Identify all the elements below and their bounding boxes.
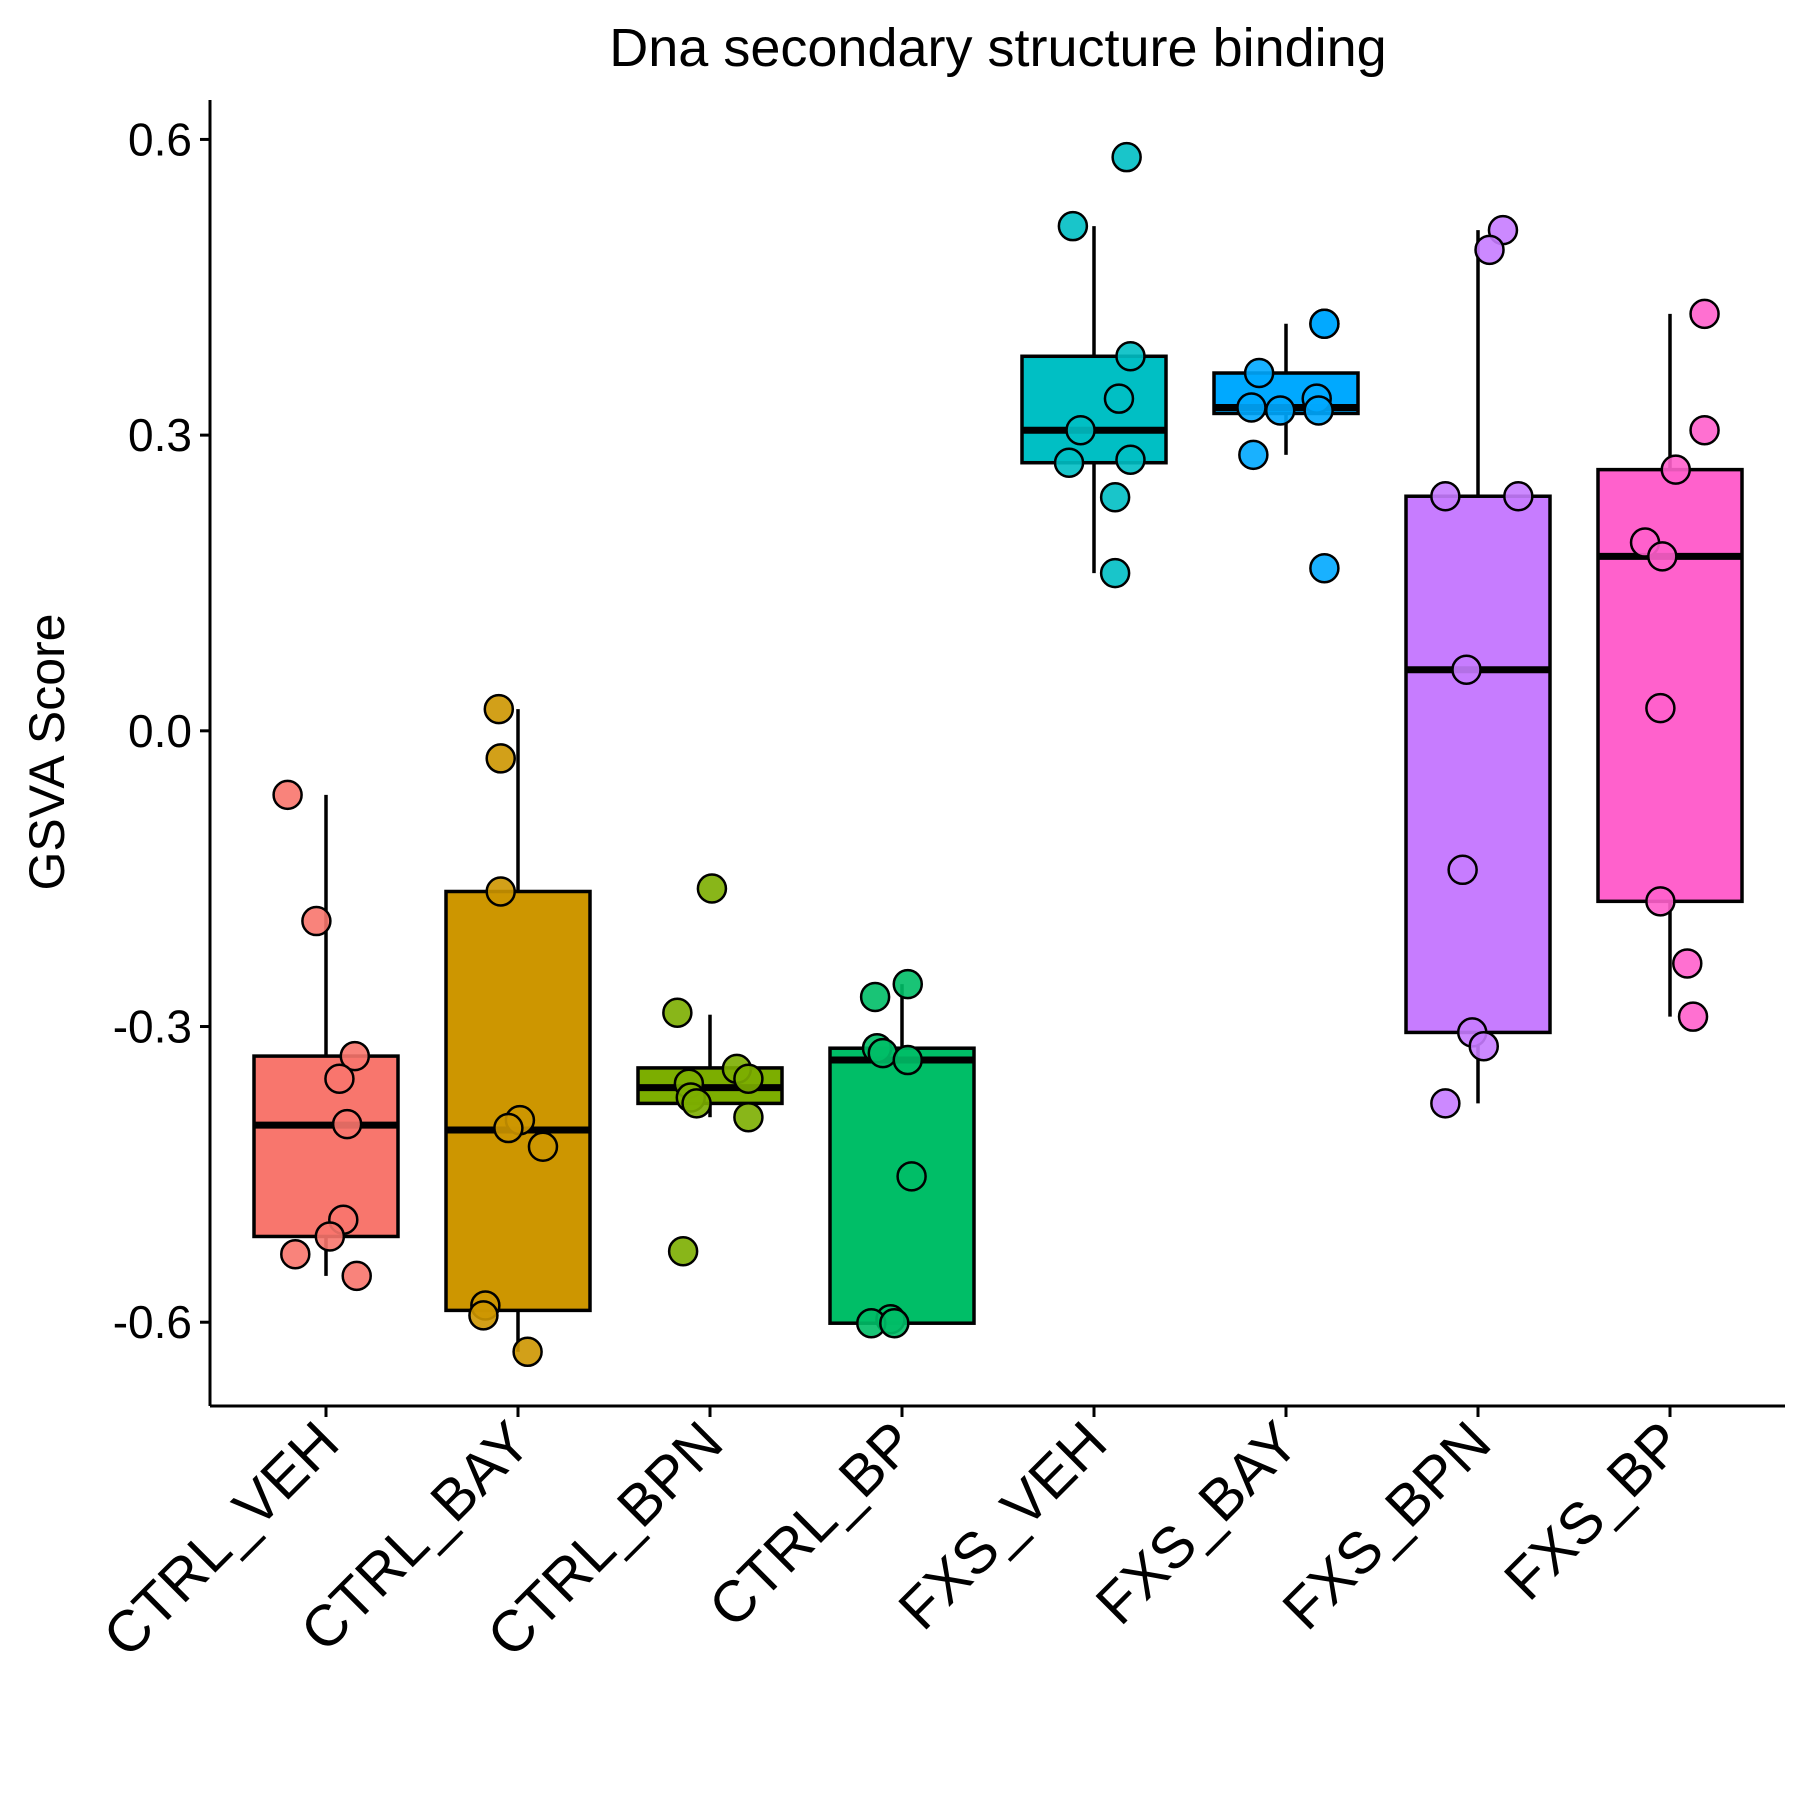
box-body <box>1404 494 1552 1035</box>
data-point <box>483 693 515 725</box>
data-point <box>896 1161 927 1192</box>
data-point <box>892 968 924 1000</box>
boxes-layer <box>252 226 1744 1352</box>
box-group <box>1404 230 1552 1104</box>
data-point <box>1053 447 1085 478</box>
data-point <box>1236 392 1267 423</box>
data-point <box>301 905 332 937</box>
data-point <box>1099 557 1131 589</box>
data-point <box>512 1336 543 1368</box>
y-tick-label: -0.3 <box>113 1001 192 1053</box>
data-point <box>485 743 516 774</box>
data-point <box>1645 692 1676 724</box>
data-point <box>468 1300 499 1331</box>
data-point <box>272 779 303 811</box>
data-point <box>1115 444 1146 476</box>
y-tick-label: -0.6 <box>113 1296 192 1348</box>
data-point <box>1303 395 1334 426</box>
box-group <box>252 794 400 1276</box>
data-point <box>280 1238 311 1270</box>
data-point <box>1474 234 1505 266</box>
data-point <box>339 1040 371 1072</box>
data-point <box>527 1131 559 1163</box>
x-tick-label: CTRL_BP <box>697 1409 928 1640</box>
data-point <box>1689 298 1720 330</box>
data-point <box>1103 383 1135 414</box>
data-point <box>1647 541 1678 572</box>
x-tick-label: FXS_BP <box>1492 1409 1695 1612</box>
box-group <box>1596 313 1744 1017</box>
data-point <box>696 873 728 904</box>
data-point <box>879 1307 910 1339</box>
data-point <box>1451 654 1482 685</box>
x-tick-label: FXS_BPN <box>1270 1409 1503 1642</box>
data-point <box>493 1112 524 1144</box>
data-point <box>662 997 693 1028</box>
y-axis-title: GSVA Score <box>19 614 75 891</box>
data-point <box>1243 357 1275 389</box>
data-point <box>331 1108 363 1140</box>
data-point <box>1689 414 1720 446</box>
x-tick-label: FXS_VEH <box>886 1409 1119 1642</box>
box-group <box>828 984 976 1325</box>
data-point <box>1503 480 1534 512</box>
data-point <box>892 1044 924 1076</box>
box-body <box>1596 467 1744 904</box>
data-point <box>1115 341 1146 372</box>
box-group <box>1212 323 1360 455</box>
data-point <box>1065 414 1096 446</box>
data-point <box>1099 481 1131 513</box>
data-point <box>733 1101 764 1133</box>
data-point <box>1430 1088 1461 1119</box>
data-point <box>1111 141 1142 173</box>
data-point <box>1057 210 1089 242</box>
data-point <box>1447 854 1478 886</box>
y-tick-label: 0.0 <box>128 705 192 757</box>
data-point <box>1677 1001 1709 1032</box>
data-point <box>1672 948 1703 979</box>
data-point <box>681 1088 712 1119</box>
data-point <box>1645 886 1676 917</box>
data-point <box>1309 308 1340 339</box>
data-point <box>733 1063 764 1095</box>
data-point <box>1309 552 1340 584</box>
data-point <box>859 981 891 1013</box>
data-point <box>867 1037 899 1069</box>
data-point <box>1238 439 1269 471</box>
data-point <box>1264 395 1296 426</box>
data-point <box>324 1063 355 1095</box>
y-tick-label: 0.6 <box>128 113 192 165</box>
data-point <box>314 1221 346 1252</box>
chart-title: Dna secondary structure binding <box>609 18 1386 78</box>
box-group <box>444 709 592 1352</box>
data-point <box>1660 454 1692 485</box>
data-point <box>485 876 516 907</box>
data-point <box>1430 480 1461 512</box>
y-tick-label: 0.3 <box>128 409 192 461</box>
box-body <box>252 1054 400 1239</box>
data-point <box>1468 1030 1500 1062</box>
data-point <box>667 1236 699 1267</box>
data-point <box>341 1260 372 1292</box>
box-body <box>1020 354 1168 465</box>
box-body <box>444 889 592 1313</box>
points-layer <box>272 141 1720 1368</box>
box-group <box>1020 226 1168 574</box>
